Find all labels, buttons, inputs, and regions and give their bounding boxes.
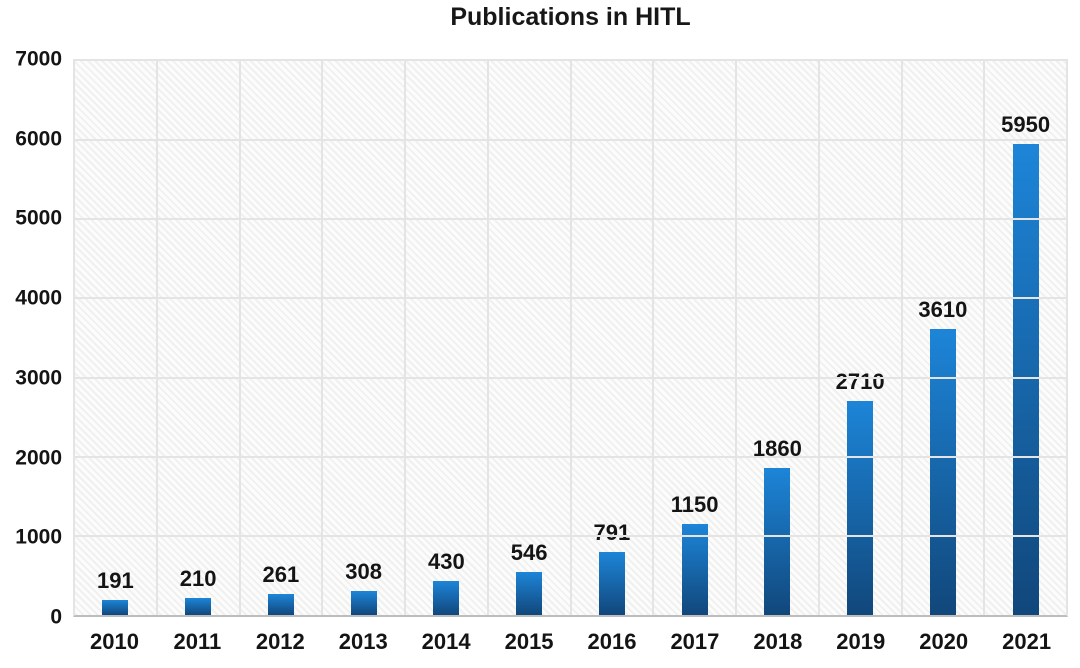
bar bbox=[102, 599, 129, 615]
bar bbox=[267, 594, 294, 615]
bar-value-label: 791 bbox=[593, 520, 631, 546]
plot-area: 191 210 261 308 430 546 791 1150 1860 2710 3610 595… bbox=[73, 59, 1068, 617]
x-axis-tick-label: 2013 bbox=[338, 629, 388, 654]
plot-columns: 191 210 261 308 430 546 791 1150 1860 2710 3610 595… bbox=[75, 61, 1066, 615]
chart-column: 1860 bbox=[737, 61, 820, 615]
gridline-horizontal bbox=[75, 534, 1066, 537]
chart-column: 5950 bbox=[985, 61, 1066, 615]
y-axis-tick-label: 6000 bbox=[15, 127, 62, 151]
chart-column: 261 bbox=[241, 61, 324, 615]
chart-column: 2710 bbox=[820, 61, 903, 615]
bar-value-label: 430 bbox=[428, 548, 465, 574]
y-axis-tick-label: 3000 bbox=[15, 366, 62, 390]
chart-column: 791 bbox=[572, 61, 655, 615]
bar bbox=[1012, 144, 1039, 615]
x-axis-tick-label: 2012 bbox=[255, 629, 305, 654]
bar bbox=[516, 571, 543, 615]
chart-column: 3610 bbox=[903, 61, 986, 615]
gridline-horizontal bbox=[75, 376, 1066, 379]
y-axis-tick-label: 0 bbox=[50, 605, 62, 629]
gridline-horizontal bbox=[75, 297, 1066, 300]
x-axis-tick-label: 2011 bbox=[173, 629, 222, 654]
bar bbox=[681, 524, 708, 615]
bar-value-label: 1150 bbox=[670, 492, 719, 517]
x-axis-tick-label: 2016 bbox=[587, 629, 637, 654]
y-axis-tick-label: 2000 bbox=[15, 446, 62, 470]
bar-value-label: 308 bbox=[345, 558, 382, 584]
x-axis-tick-label: 2020 bbox=[919, 629, 969, 654]
bar-value-label: 210 bbox=[179, 566, 217, 592]
bar bbox=[185, 598, 212, 615]
y-axis-tick-label: 7000 bbox=[15, 47, 62, 71]
bar bbox=[598, 552, 625, 615]
bar bbox=[764, 467, 791, 615]
x-axis-tick-label: 2019 bbox=[836, 629, 886, 654]
bar bbox=[350, 590, 377, 615]
chart-column: 1150 bbox=[654, 61, 737, 615]
chart-column: 191 bbox=[75, 61, 158, 615]
y-axis: 0 1000 2000 3000 4000 5000 6000 7000 bbox=[0, 49, 62, 628]
x-axis-tick-label: 2010 bbox=[89, 629, 139, 654]
bar bbox=[847, 400, 874, 615]
chart-column: 210 bbox=[158, 61, 241, 615]
x-axis-tick-label: 2015 bbox=[504, 629, 554, 654]
bar-value-label: 2710 bbox=[835, 368, 885, 394]
y-axis-tick-label: 4000 bbox=[15, 286, 62, 310]
bar-value-label: 546 bbox=[510, 539, 548, 565]
chart-column: 308 bbox=[323, 61, 406, 615]
bar bbox=[433, 580, 460, 615]
gridline-horizontal bbox=[75, 139, 1066, 142]
x-axis-tick-label: 2021 bbox=[1002, 629, 1052, 654]
bar-value-label: 3610 bbox=[918, 297, 968, 323]
chart-title: Publications in HITL bbox=[450, 3, 691, 31]
y-axis-tick-label: 1000 bbox=[15, 525, 62, 549]
gridline-horizontal bbox=[75, 455, 1066, 458]
bar bbox=[929, 329, 956, 615]
gridline-horizontal bbox=[75, 218, 1066, 221]
y-axis-tick-label: 5000 bbox=[15, 206, 62, 230]
chart-column: 546 bbox=[489, 61, 572, 615]
x-axis-tick-label: 2018 bbox=[753, 629, 803, 654]
bar-value-label: 191 bbox=[97, 567, 134, 593]
bar-value-label: 1860 bbox=[752, 435, 802, 461]
x-axis-tick-label: 2017 bbox=[670, 629, 720, 654]
x-axis: 2010 2011 2012 2013 2014 2015 2016 2017 2018 2019… bbox=[73, 631, 1068, 653]
bar-value-label: 261 bbox=[262, 562, 300, 588]
chart-column: 430 bbox=[406, 61, 489, 615]
bar-value-label: 5950 bbox=[1001, 112, 1051, 138]
x-axis-tick-label: 2014 bbox=[421, 629, 471, 654]
